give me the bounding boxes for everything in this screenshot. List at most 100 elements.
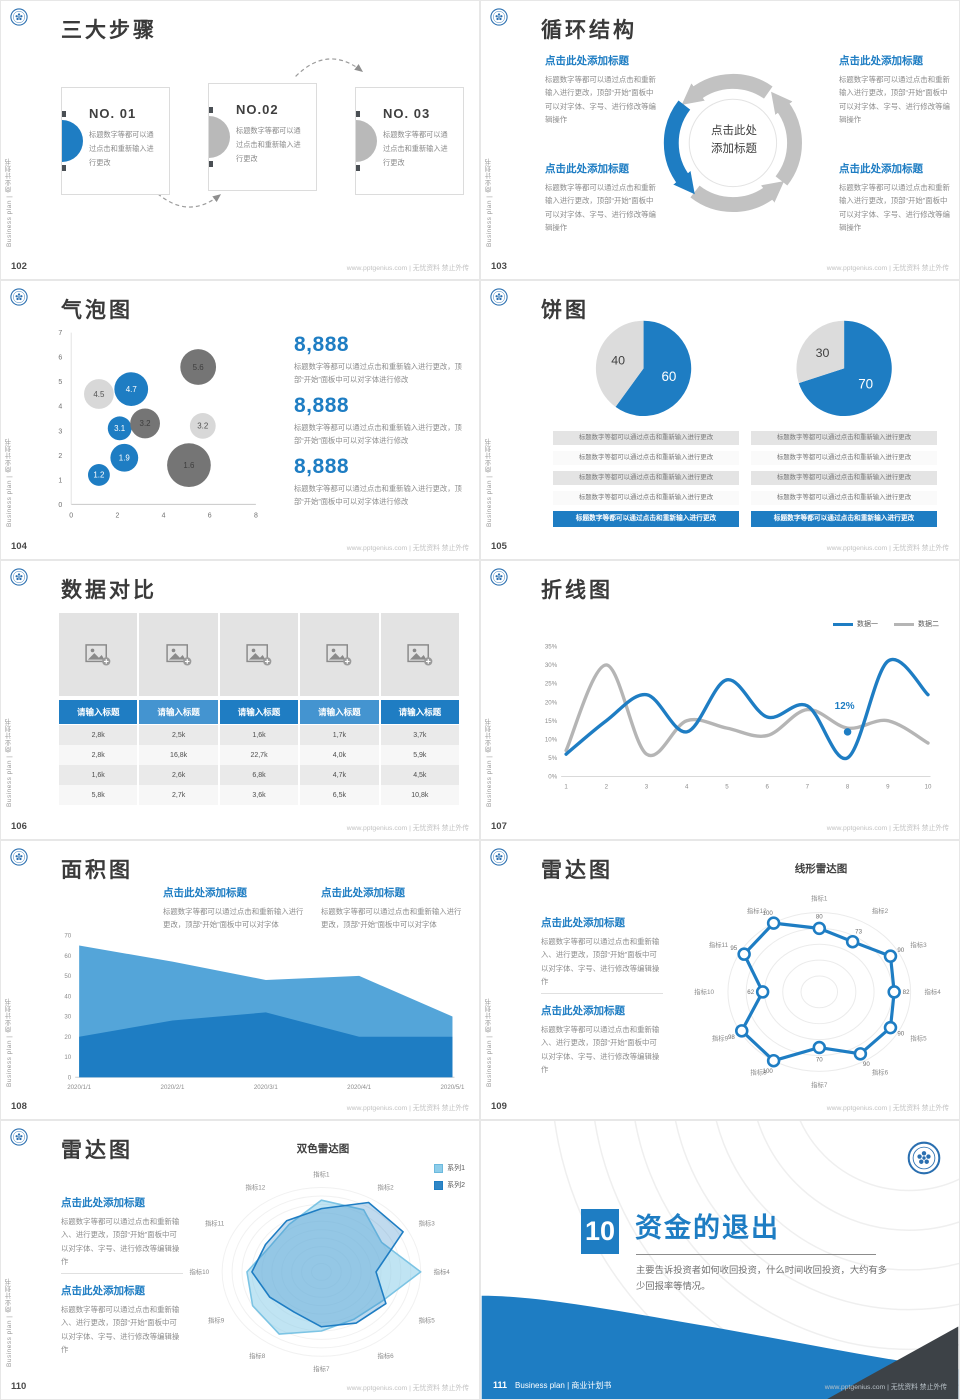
school-logo-icon <box>490 848 508 866</box>
svg-text:2020/3/1: 2020/3/1 <box>254 1084 278 1091</box>
legend-square-swatch-icon <box>434 1163 444 1173</box>
svg-text:指标5: 指标5 <box>419 1316 436 1325</box>
svg-text:7: 7 <box>58 330 62 337</box>
school-logo-icon <box>490 8 508 26</box>
svg-text:8: 8 <box>254 512 258 519</box>
sidebar-vertical-label: Business plan | 商业计划书 <box>486 438 493 527</box>
footer-watermark: www.pptgenius.com | 无忧资料 禁止外传 <box>824 1384 947 1391</box>
svg-text:2: 2 <box>58 453 62 460</box>
svg-text:90: 90 <box>897 947 904 954</box>
block-title: 点击此处添加标题 <box>541 917 625 929</box>
footer-watermark: www.pptgenius.com | 无忧资料 禁止外传 <box>346 265 469 272</box>
table-cell: 2,8k <box>59 725 138 745</box>
svg-text:5.6: 5.6 <box>193 363 205 372</box>
school-logo-icon <box>490 568 508 586</box>
slide-108: Business plan | 商业计划书 面积图 点击此处添加标题 标题数字等… <box>1 841 479 1119</box>
page-number: 108 <box>11 1101 27 1112</box>
block-body: 标题数字等都可以通过点击和重新输入进行更改，顶部“开始”面板中可以对字体、字号、… <box>545 75 656 124</box>
table-cell: 6,5k <box>300 785 379 805</box>
svg-text:1.9: 1.9 <box>119 454 131 463</box>
table-cell: 2,7k <box>139 785 218 805</box>
tick-square-icon <box>209 161 213 167</box>
section-number-badge: 10 <box>581 1209 619 1254</box>
sidebar-vertical-label: Business plan | 商业计划书 <box>486 158 493 247</box>
divider <box>61 1273 183 1274</box>
svg-text:指标12: 指标12 <box>747 906 767 915</box>
stat-block-3: 8,888 标题数字等都可以通过点击和重新输入进行更改，顶部“开始”面板中可以对… <box>294 455 466 509</box>
svg-text:40: 40 <box>611 354 625 368</box>
svg-text:15%: 15% <box>545 718 558 725</box>
svg-text:2020/5/1: 2020/5/1 <box>441 1084 465 1091</box>
radar-text-block-2: 点击此处添加标题 标题数字等都可以通过点击和重新输入、进行更改，顶部“开始”面板… <box>541 1003 663 1076</box>
block-body: 标题数字等都可以通过点击和重新输入、进行更改，顶部“开始”面板中可以对字体、字号… <box>541 1025 660 1074</box>
stat-value: 8,888 <box>294 394 350 417</box>
block-title: 点击此处添加标题 <box>839 163 923 175</box>
svg-text:指标2: 指标2 <box>378 1183 395 1192</box>
table-header-cell: 请输入标题 <box>219 700 299 724</box>
table-cell: 22,7k <box>219 745 299 765</box>
radar-text-block-1: 点击此处添加标题 标题数字等都可以通过点击和重新输入、进行更改，顶部“开始”面板… <box>61 1195 183 1268</box>
svg-text:3.2: 3.2 <box>197 422 209 431</box>
tick-square-icon <box>356 165 360 171</box>
svg-text:90: 90 <box>863 1061 870 1068</box>
page-number: 102 <box>11 261 27 272</box>
svg-text:4: 4 <box>58 404 62 411</box>
table-cell: 2,5k <box>139 725 218 745</box>
table-cell: 2,6k <box>139 765 218 785</box>
block-title: 点击此处添加标题 <box>545 55 629 67</box>
footer-watermark: www.pptgenius.com | 无忧资料 禁止外传 <box>826 825 949 832</box>
svg-text:25%: 25% <box>545 681 558 688</box>
slide-title: 雷达图 <box>541 859 613 882</box>
svg-text:10: 10 <box>925 783 932 790</box>
svg-text:指标12: 指标12 <box>246 1183 266 1192</box>
svg-text:指标10: 指标10 <box>189 1267 209 1276</box>
page-number: 111 <box>493 1380 508 1390</box>
svg-text:1.2: 1.2 <box>93 471 105 480</box>
block-body: 标题数字等都可以通过点击和重新输入、进行更改，顶部“开始”面板中可以对字体、字号… <box>61 1305 180 1354</box>
table-cell: 5,8k <box>59 785 138 805</box>
sidebar-vertical-label: Business plan | 商业计划书 <box>6 438 13 527</box>
stat-block-1: 8,888 标题数字等都可以通过点击和重新输入进行更改，顶部“开始”面板中可以对… <box>294 333 466 387</box>
cycle-center-label: 点击此处 添加标题 <box>711 125 757 155</box>
svg-text:5: 5 <box>725 783 729 790</box>
svg-text:2020/1/1: 2020/1/1 <box>67 1084 91 1091</box>
pie-caption-row: 标题数字等都可以通过点击和重新输入进行更改 <box>751 471 937 485</box>
page-number: 103 <box>491 261 507 272</box>
svg-text:60: 60 <box>661 369 676 384</box>
legend-item-series2: 系列2 <box>434 1180 465 1190</box>
svg-text:6: 6 <box>765 783 769 790</box>
table-cell: 2,8k <box>59 745 138 765</box>
footer-watermark: www.pptgenius.com | 无忧资料 禁止外传 <box>346 545 469 552</box>
svg-text:60: 60 <box>64 953 71 960</box>
svg-text:73: 73 <box>855 928 862 935</box>
pie-caption-row: 标题数字等都可以通过点击和重新输入进行更改 <box>751 511 937 527</box>
image-placeholder-icon <box>219 613 299 696</box>
svg-text:12%: 12% <box>835 701 855 712</box>
table-header-cell: 请输入标题 <box>59 700 138 724</box>
footer-watermark: www.pptgenius.com | 无忧资料 禁止外传 <box>826 545 949 552</box>
slide-title: 三大步骤 <box>61 19 157 42</box>
svg-text:指标8: 指标8 <box>750 1068 767 1077</box>
svg-text:指标2: 指标2 <box>872 906 889 915</box>
stat-body: 标题数字等都可以通过点击和重新输入进行更改，顶部“开始”面板中可以对字体进行修改 <box>294 362 462 384</box>
svg-text:70: 70 <box>64 933 71 940</box>
table-header-row: 请输入标题 请输入标题 请输入标题 请输入标题 请输入标题 <box>59 700 460 724</box>
image-placeholder-icon <box>59 613 138 696</box>
school-logo-icon <box>490 288 508 306</box>
stat-value: 8,888 <box>294 455 350 478</box>
svg-text:70: 70 <box>816 1056 823 1063</box>
cycle-text-top-right: 点击此处添加标题 标题数字等都可以通过点击和重新输入进行更改，顶部“开始”面板中… <box>839 53 953 126</box>
svg-text:4.7: 4.7 <box>126 385 138 394</box>
slide-title: 气泡图 <box>61 299 133 322</box>
block-body: 标题数字等都可以通过点击和重新输入进行更改，顶部“开始”面板中可以对字体 <box>163 907 304 930</box>
svg-text:4: 4 <box>685 783 689 790</box>
slide-103: Business plan | 商业计划书 循环结构 点击此处 添加标题 点击此… <box>481 1 959 279</box>
block-title: 点击此处添加标题 <box>61 1285 145 1297</box>
svg-text:指标11: 指标11 <box>205 1218 225 1227</box>
svg-text:指标3: 指标3 <box>910 940 927 949</box>
slide-104: Business plan | 商业计划书 气泡图 8,888 标题数字等都可以… <box>1 281 479 559</box>
pie-caption-row: 标题数字等都可以通过点击和重新输入进行更改 <box>751 431 937 445</box>
svg-text:70: 70 <box>858 377 873 392</box>
area-text-block-2: 点击此处添加标题 标题数字等都可以通过点击和重新输入进行更改，顶部“开始”面板中… <box>321 885 467 932</box>
